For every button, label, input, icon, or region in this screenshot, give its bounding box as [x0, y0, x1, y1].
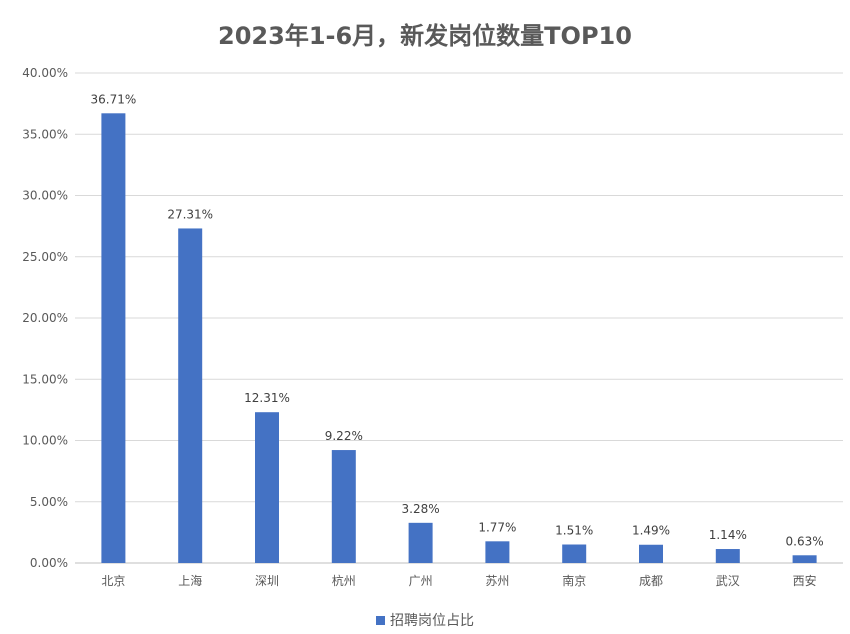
- legend-swatch: [376, 615, 385, 625]
- x-tick-label: 深圳: [255, 574, 279, 588]
- bar: [331, 450, 356, 563]
- x-tick-label: 南京: [562, 573, 586, 588]
- chart-title: 2023年1-6月，新发岗位数量TOP10: [218, 22, 632, 50]
- bar: [792, 555, 817, 563]
- legend-label: 招聘岗位占比: [390, 613, 474, 629]
- y-tick-label: 30.00%: [22, 189, 68, 203]
- y-tick-label: 5.00%: [30, 495, 68, 509]
- x-tick-label: 成都: [639, 574, 663, 588]
- y-tick-label: 40.00%: [22, 66, 68, 80]
- bar: [178, 228, 203, 563]
- x-tick-label: 北京: [101, 574, 125, 588]
- bar: [715, 549, 740, 563]
- bar: [639, 544, 663, 563]
- data-label: 12.31%: [244, 391, 290, 405]
- legend: 招聘岗位占比: [0, 610, 850, 630]
- x-tick-label: 武汉: [716, 574, 740, 588]
- y-tick-label: 35.00%: [22, 127, 68, 141]
- bar: [408, 522, 433, 563]
- y-tick-label: 25.00%: [22, 250, 68, 264]
- data-label: 36.71%: [91, 92, 137, 106]
- x-tick-label: 广州: [409, 574, 433, 588]
- x-tick-label: 上海: [178, 573, 202, 588]
- data-label: 3.28%: [402, 502, 440, 516]
- bar: [562, 544, 587, 563]
- x-tick-label: 苏州: [485, 574, 509, 588]
- data-label: 0.63%: [786, 534, 824, 548]
- data-label: 1.51%: [555, 524, 593, 538]
- y-tick-label: 0.00%: [30, 556, 68, 570]
- data-label: 9.22%: [325, 429, 363, 443]
- bar: [101, 113, 126, 564]
- bar-chart-plot: 0.00% 5.00% 10.00% 15.00% 20.00% 25.00% 30.00%…: [22, 66, 843, 588]
- data-label: 1.14%: [709, 528, 747, 542]
- y-tick-label: 10.00%: [22, 434, 68, 448]
- x-tick-label: 杭州: [332, 573, 356, 588]
- bar: [255, 412, 279, 563]
- data-label: 1.49%: [632, 524, 670, 538]
- bar: [485, 541, 510, 563]
- y-tick-label: 20.00%: [22, 311, 68, 325]
- x-tick-label: 西安: [793, 573, 817, 588]
- y-tick-label: 15.00%: [22, 372, 68, 386]
- data-label: 1.77%: [478, 520, 516, 534]
- data-label: 27.31%: [167, 207, 213, 221]
